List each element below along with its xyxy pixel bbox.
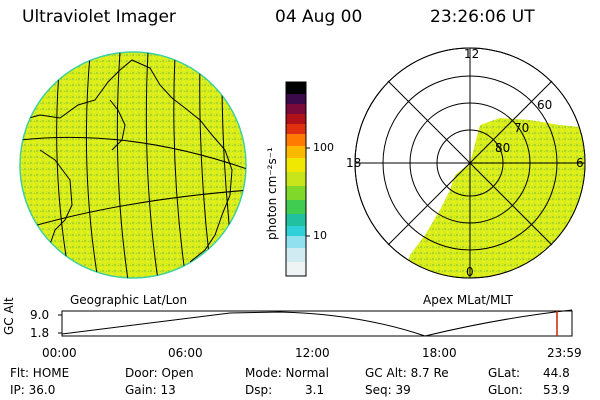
colorbar-tick-100: 100	[313, 141, 334, 154]
status-door: Door: Open	[125, 366, 194, 380]
status-dsp: Dsp:	[245, 383, 273, 397]
timeline-xtick-2359: 23:59	[547, 346, 582, 360]
timeline-xtick-0000: 00:00	[42, 346, 77, 360]
timeline-xtick-1800: 18:00	[422, 346, 457, 360]
status-glon: GLon:	[488, 383, 523, 397]
timeline-ylabel: GC Alt	[2, 297, 16, 335]
app-title: Ultraviolet Imager	[22, 7, 176, 27]
status-glat-value: 44.8	[543, 366, 570, 380]
mlt-label-6: 6	[576, 156, 584, 170]
timeline-xtick-1200: 12:00	[295, 346, 330, 360]
lat-label-70: 70	[514, 121, 530, 135]
apex-polar-plot	[354, 47, 586, 279]
timeline-plot	[58, 309, 573, 337]
status-ip: IP: 36.0	[10, 383, 56, 397]
status-gain: Gain: 13	[125, 383, 176, 397]
apex-caption: Apex MLat/MLT	[423, 293, 513, 307]
mlt-label-12: 12	[464, 47, 480, 61]
status-dsp-value: 3.1	[305, 383, 325, 397]
status-gc-alt: GC Alt: 8.7 Re	[365, 366, 449, 380]
timeline-xtick-0600: 06:00	[168, 346, 203, 360]
status-flt: Flt: HOME	[10, 366, 70, 380]
geographic-disc	[19, 51, 247, 279]
colorbar	[285, 81, 310, 277]
mlt-label-18: 18	[346, 156, 362, 170]
time-readout: 23:26:06 UT	[430, 7, 535, 27]
lat-label-80: 80	[495, 141, 511, 155]
status-seq: Seq: 39	[365, 383, 411, 397]
status-mode: Mode: Normal	[245, 366, 329, 380]
status-glon-value: 53.9	[543, 383, 570, 397]
colorbar-label: photon cm⁻²s⁻¹	[265, 147, 279, 240]
lat-label-60: 60	[537, 98, 553, 112]
status-glat: GLat:	[488, 366, 521, 380]
mlt-label-0: 0	[466, 265, 474, 279]
geo-caption: Geographic Lat/Lon	[70, 293, 188, 307]
colorbar-tick-10: 10	[313, 229, 327, 242]
timeline-ytick-9: 9.0	[30, 308, 50, 322]
timeline-ytick-1-8: 1.8	[30, 326, 50, 340]
date-readout: 04 Aug 00	[275, 7, 363, 27]
